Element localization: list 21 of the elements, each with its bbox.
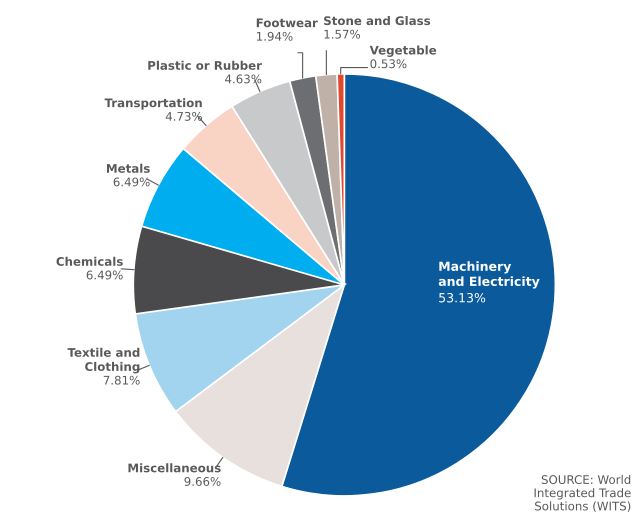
- slice-label: Miscellaneous: [128, 463, 221, 472]
- slice-label: Transportation: [104, 98, 202, 110]
- data-label: 1.57%: [324, 30, 360, 39]
- data-label: 4.73%: [166, 112, 202, 121]
- slice-label: Chemicals: [56, 256, 123, 266]
- slice-label: Stone and Glass: [324, 16, 430, 26]
- data-label: 6.49%: [114, 177, 150, 186]
- data-label: 9.66%: [184, 476, 221, 486]
- slice-label: Vegetable: [370, 45, 436, 57]
- slice-label: Plastic or Rubber: [148, 60, 262, 70]
- slice-label: Metals: [106, 164, 150, 173]
- data-label: 4.63%: [225, 74, 262, 84]
- data-label: 53.13%: [439, 292, 486, 302]
- slice-label: Footwear: [256, 18, 318, 28]
- source-note: SOURCE: World Integrated Trade Solutions (WITS): [534, 474, 631, 512]
- data-label: 0.53%: [370, 59, 406, 68]
- slice-label: Machinery and Electricity: [438, 261, 540, 289]
- data-label: 1.94%: [256, 32, 293, 41]
- data-label: 7.81%: [104, 376, 140, 385]
- data-label: 6.49%: [86, 270, 123, 280]
- slice-label: Textile and Clothing: [68, 348, 140, 374]
